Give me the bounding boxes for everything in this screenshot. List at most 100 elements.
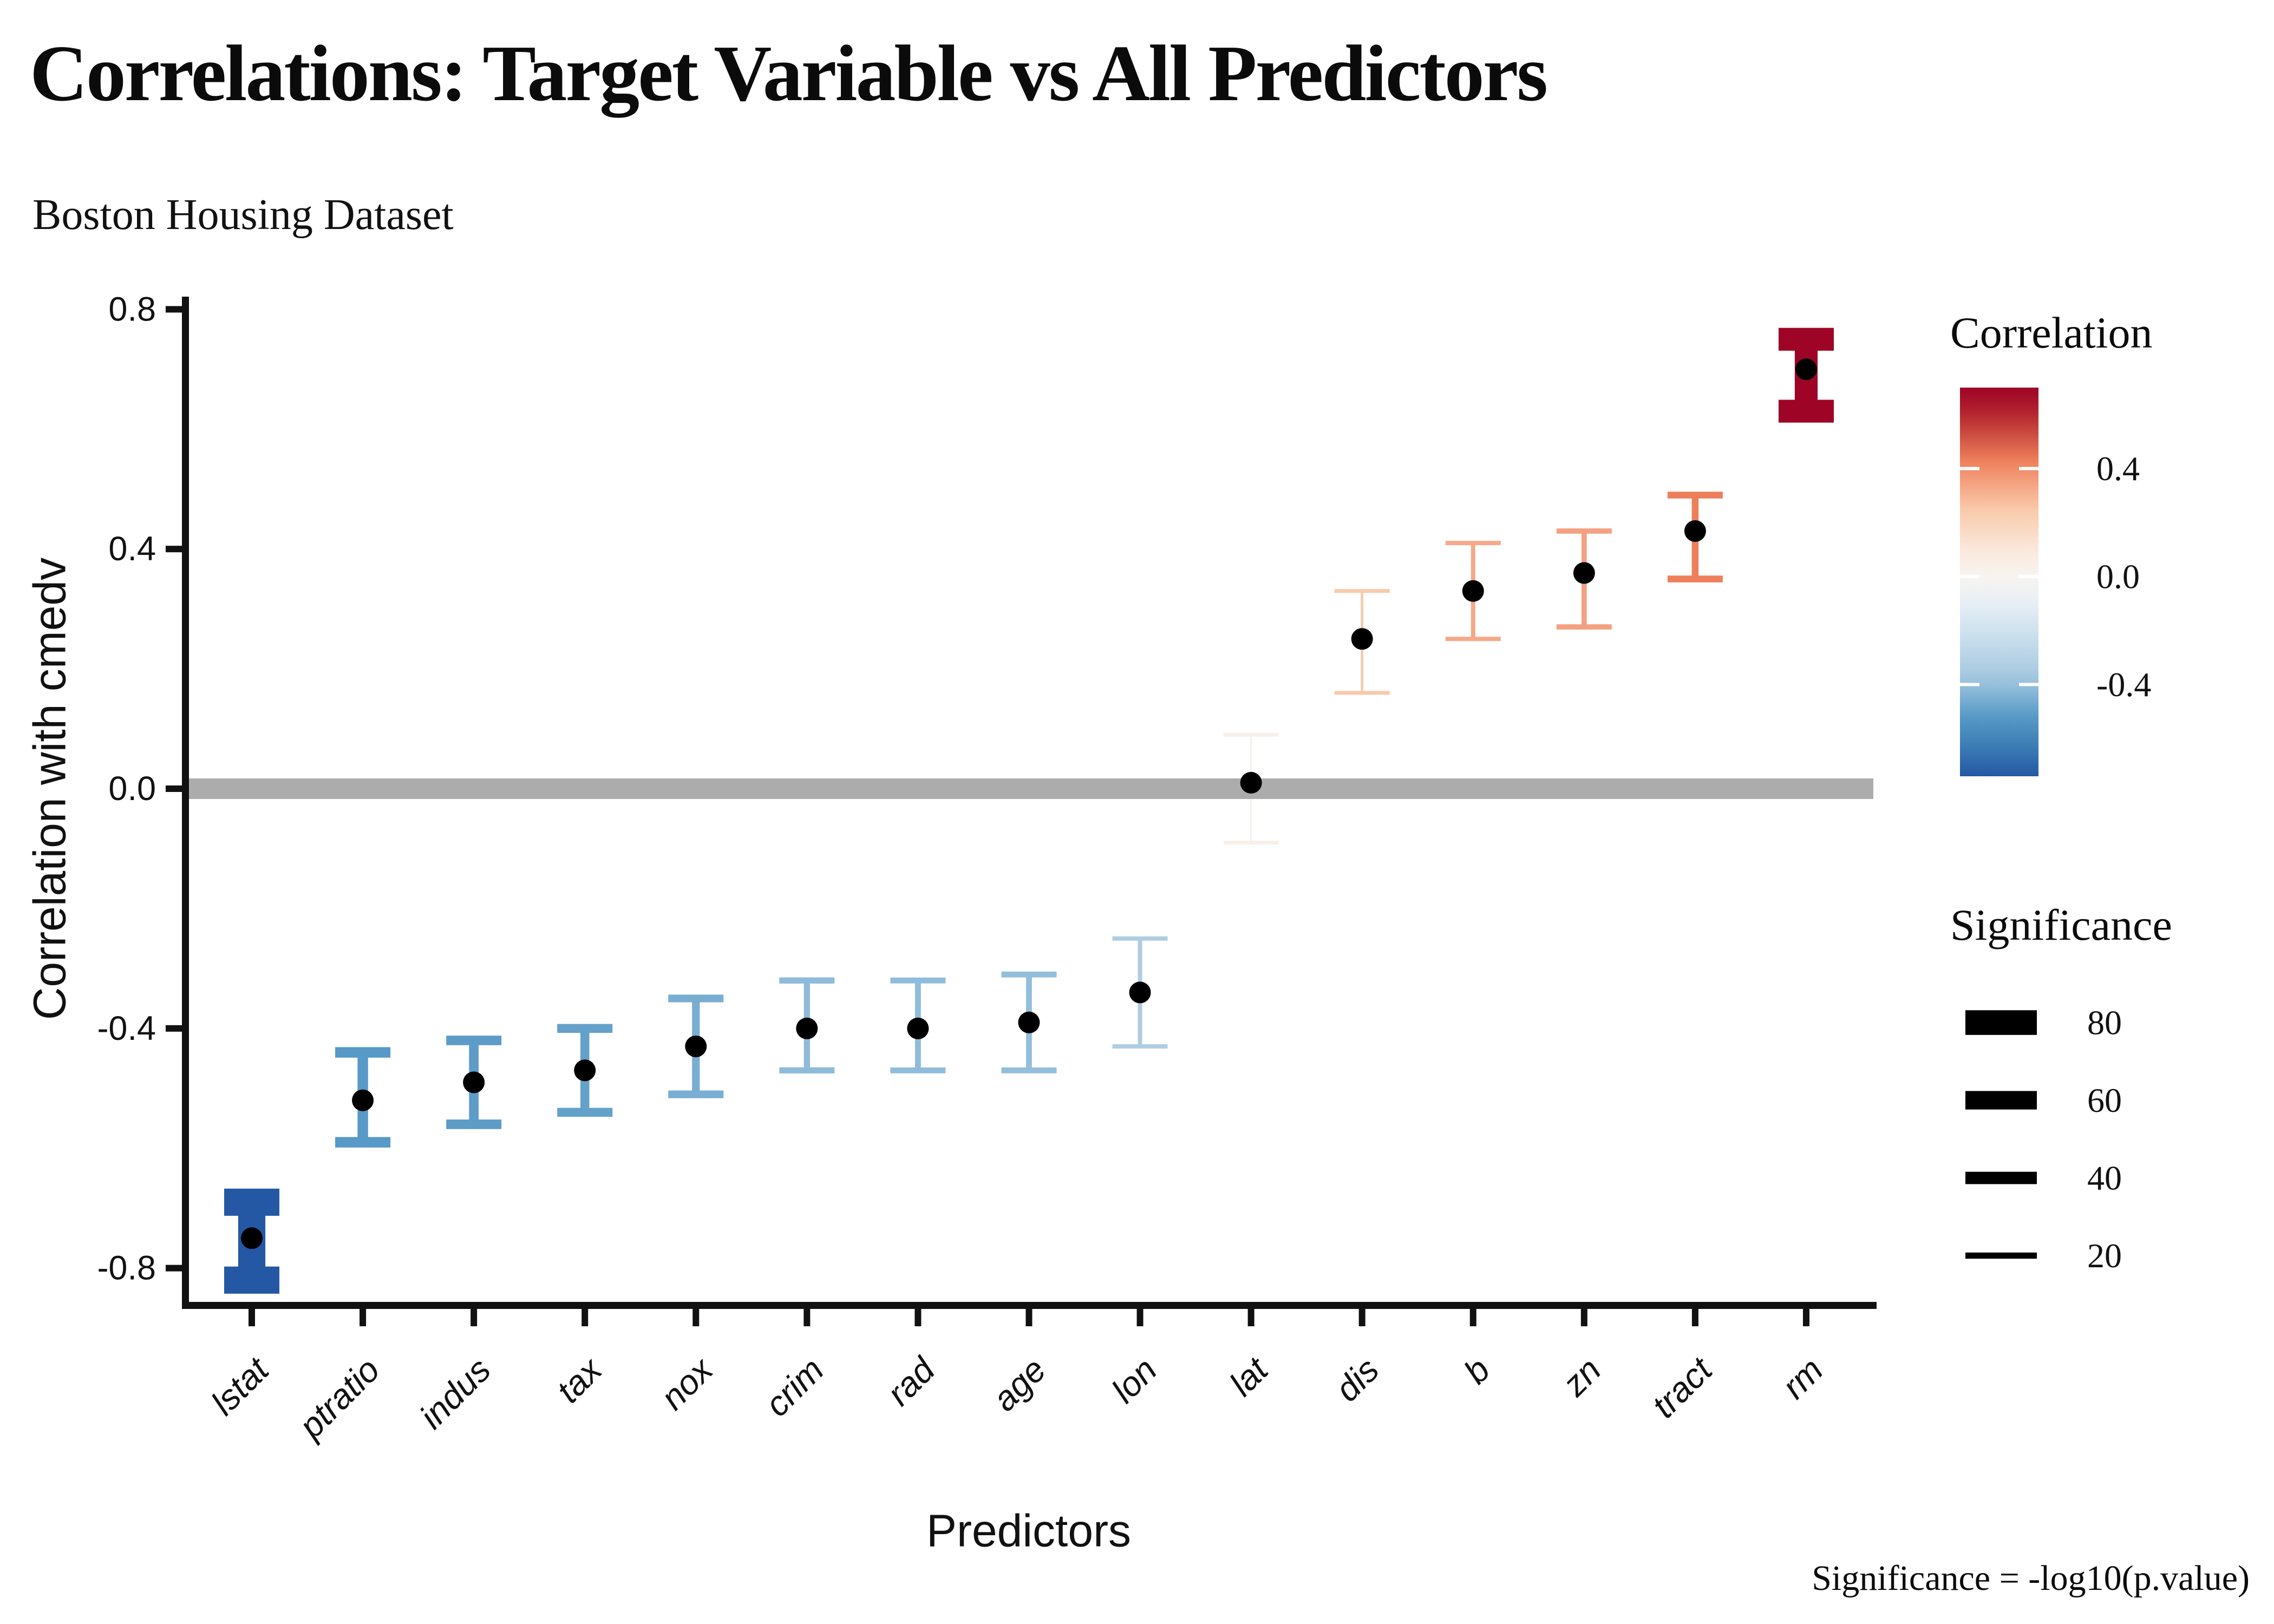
colorbar-tick-label: 0.4 <box>2096 449 2140 488</box>
y-axis-line <box>182 297 189 1309</box>
x-category-label-rad: rad <box>879 1349 943 1413</box>
point-nox <box>685 1036 707 1058</box>
significance-key-line-40 <box>1965 1171 2037 1184</box>
errorbar-cap-bottom-tract <box>1667 575 1723 582</box>
x-category-label-b: b <box>1456 1350 1498 1391</box>
colorbar-tick-left <box>1960 683 1979 686</box>
correlation-colorbar <box>1960 388 2038 776</box>
point-tract <box>1684 520 1706 542</box>
errorbar-cap-bottom-lstat <box>224 1266 279 1294</box>
significance-key-label: 40 <box>2087 1159 2122 1197</box>
x-tick <box>1691 1309 1698 1326</box>
y-tick <box>166 306 182 313</box>
significance-key-label: 20 <box>2087 1236 2122 1275</box>
errorbar-cap-top-nox <box>668 994 724 1003</box>
colorbar-tick-label: 0.0 <box>2096 558 2140 596</box>
x-category-label-ptratio: ptratio <box>291 1350 387 1446</box>
y-tick-label: -0.4 <box>97 1010 156 1047</box>
x-tick <box>1247 1309 1254 1326</box>
colorbar-tick-left <box>1960 575 1979 579</box>
point-ptratio <box>352 1089 374 1111</box>
x-category-label-dis: dis <box>1328 1350 1387 1409</box>
x-tick <box>1358 1309 1365 1326</box>
errorbar-cap-bottom-zn <box>1556 624 1612 630</box>
errorbar-cap-bottom-crim <box>779 1067 835 1073</box>
colorbar-tick-label: -0.4 <box>2096 665 2151 704</box>
x-category-label-lstat: lstat <box>204 1349 277 1422</box>
errorbar-cap-top-zn <box>1556 528 1612 534</box>
errorbar-cap-top-lat <box>1223 732 1279 737</box>
point-b <box>1462 580 1484 602</box>
errorbar-cap-top-tract <box>1667 492 1723 499</box>
y-tick <box>166 785 182 792</box>
y-tick-label: 0.4 <box>108 530 156 568</box>
x-tick <box>692 1309 700 1326</box>
errorbar-cap-bottom-age <box>1001 1067 1057 1073</box>
x-category-label-tax: tax <box>549 1350 610 1411</box>
x-category-label-indus: indus <box>412 1350 498 1436</box>
point-lat <box>1240 771 1262 794</box>
errorbar-cap-top-crim <box>779 977 835 984</box>
x-tick <box>471 1309 478 1326</box>
point-zn <box>1573 562 1595 584</box>
errorbar-cap-top-dis <box>1334 589 1390 593</box>
errorbar-cap-bottom-tax <box>557 1108 613 1117</box>
errorbar-cap-top-b <box>1445 541 1501 546</box>
errorbar-cap-bottom-indus <box>446 1119 502 1129</box>
x-category-label-tract: tract <box>1644 1349 1720 1425</box>
point-rm <box>1795 358 1817 381</box>
errorbar-cap-top-rm <box>1778 328 1834 351</box>
significance-key-line-60 <box>1965 1091 2037 1110</box>
x-category-label-lat: lat <box>1222 1349 1276 1403</box>
errorbar-cap-bottom-dis <box>1334 691 1390 695</box>
errorbar-cap-top-indus <box>446 1036 502 1045</box>
colorbar-tick-left <box>1960 467 1979 470</box>
errorbar-cap-bottom-ptratio <box>335 1137 391 1148</box>
correlation-legend-title: Correlation <box>1950 308 2153 357</box>
x-tick <box>1580 1309 1587 1326</box>
y-tick-label: -0.8 <box>97 1249 156 1287</box>
significance-legend-title: Significance <box>1950 900 2172 949</box>
x-tick <box>803 1309 811 1326</box>
errorbar-cap-top-tax <box>557 1024 613 1033</box>
colorbar-tick-right <box>2019 575 2038 579</box>
point-tax <box>574 1059 596 1082</box>
y-tick <box>166 1025 182 1032</box>
errorbar-cap-top-lon <box>1112 936 1168 941</box>
caption: Significance = -log10(p.value) <box>1812 1558 2250 1598</box>
errorbar-cap-top-rad <box>890 977 946 984</box>
point-indus <box>463 1071 485 1093</box>
x-category-label-age: age <box>985 1350 1053 1418</box>
errorbar-cap-top-age <box>1001 971 1057 978</box>
point-age <box>1018 1011 1040 1033</box>
point-lon <box>1129 981 1151 1004</box>
x-tick <box>581 1309 589 1326</box>
errorbar-cap-top-ptratio <box>335 1047 391 1058</box>
significance-key-line-80 <box>1965 1010 2037 1035</box>
errorbar-cap-bottom-lat <box>1223 841 1279 845</box>
x-axis-title: Predictors <box>926 1505 1132 1556</box>
x-category-label-nox: nox <box>653 1350 721 1417</box>
y-tick <box>166 546 182 553</box>
x-tick <box>1025 1309 1033 1326</box>
x-category-label-zn: zn <box>1554 1350 1608 1404</box>
significance-key-label: 60 <box>2087 1081 2122 1119</box>
point-dis <box>1351 628 1373 650</box>
x-tick <box>1802 1309 1809 1326</box>
x-tick <box>249 1309 255 1326</box>
colorbar-tick-right <box>2019 467 2038 470</box>
colorbar-tick-right <box>2019 683 2038 686</box>
errorbar-cap-bottom-b <box>1445 637 1501 641</box>
point-crim <box>796 1017 818 1039</box>
x-category-label-rm: rm <box>1774 1350 1831 1406</box>
zero-reference-line <box>188 778 1873 799</box>
x-axis-line <box>182 1302 1877 1309</box>
x-tick <box>914 1309 922 1326</box>
y-tick-label: 0.0 <box>108 770 156 808</box>
y-tick <box>166 1265 182 1272</box>
errorbar-cap-top-lstat <box>224 1188 279 1216</box>
errorbar-cap-bottom-rm <box>1778 400 1834 423</box>
x-tick <box>360 1309 367 1326</box>
